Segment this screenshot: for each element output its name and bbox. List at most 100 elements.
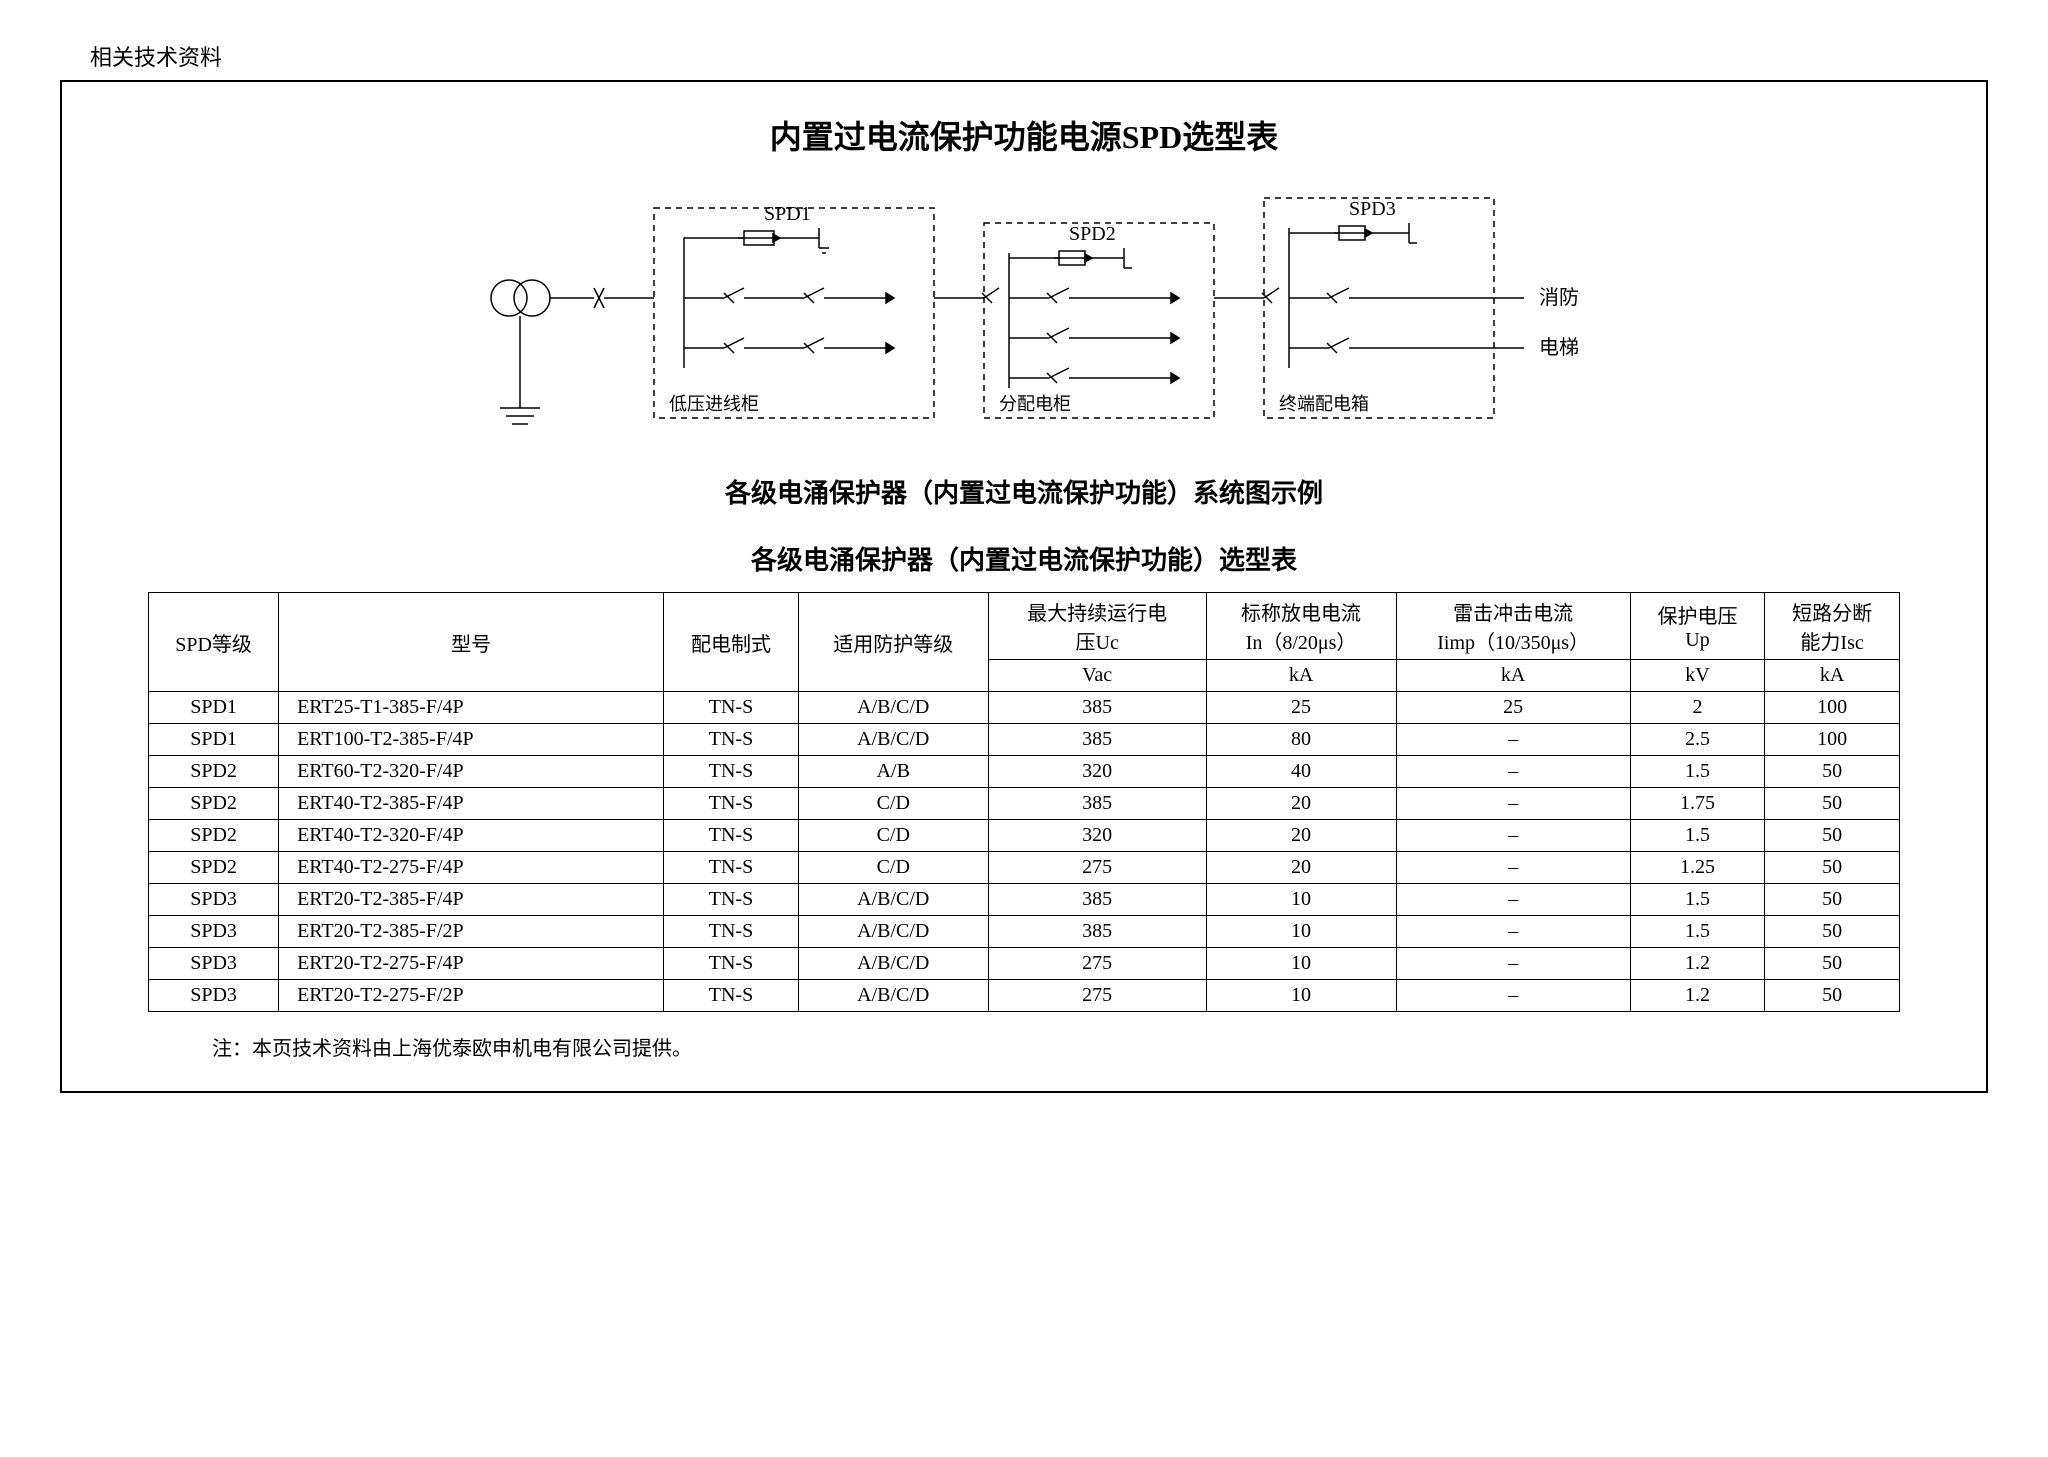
cell-lvl: SPD2 xyxy=(149,852,279,884)
cell-sys: TN-S xyxy=(664,980,799,1012)
header-label: 相关技术资料 xyxy=(90,40,1988,72)
cell-sys: TN-S xyxy=(664,756,799,788)
cell-isc: 50 xyxy=(1765,948,1900,980)
cell-iimp: – xyxy=(1396,820,1630,852)
cell-in: 20 xyxy=(1206,820,1396,852)
cell-sys: TN-S xyxy=(664,724,799,756)
col-in: 标称放电电流In（8/20μs） xyxy=(1206,593,1396,660)
outer-frame: 内置过电流保护功能电源SPD选型表 xyxy=(60,80,1988,1093)
col-up: 保护电压Up xyxy=(1630,593,1765,660)
cell-iimp: – xyxy=(1396,756,1630,788)
cell-sys: TN-S xyxy=(664,948,799,980)
unit-iimp: kA xyxy=(1396,660,1630,692)
spd-selection-table: SPD等级 型号 配电制式 适用防护等级 最大持续运行电压Uc 标称放电电流In… xyxy=(148,592,1900,1012)
cell-model: ERT20-T2-385-F/2P xyxy=(279,916,664,948)
cell-up: 1.5 xyxy=(1630,820,1765,852)
table-row: SPD1ERT100-T2-385-F/4PTN-SA/B/C/D38580–2… xyxy=(149,724,1900,756)
cell-sys: TN-S xyxy=(664,820,799,852)
unit-in: kA xyxy=(1206,660,1396,692)
cell-up: 1.5 xyxy=(1630,884,1765,916)
cell-model: ERT25-T1-385-F/4P xyxy=(279,692,664,724)
cell-prot: A/B xyxy=(798,756,988,788)
cell-up: 1.5 xyxy=(1630,756,1765,788)
cell-iimp: – xyxy=(1396,884,1630,916)
cell-lvl: SPD3 xyxy=(149,916,279,948)
cell-lvl: SPD2 xyxy=(149,788,279,820)
col-protection: 适用防护等级 xyxy=(798,593,988,692)
cell-up: 2 xyxy=(1630,692,1765,724)
cell-iimp: – xyxy=(1396,788,1630,820)
cell-iimp: – xyxy=(1396,724,1630,756)
cell-prot: C/D xyxy=(798,820,988,852)
cell-sys: TN-S xyxy=(664,692,799,724)
cell-isc: 50 xyxy=(1765,756,1900,788)
page-title: 内置过电流保护功能电源SPD选型表 xyxy=(102,112,1946,158)
cell-lvl: SPD3 xyxy=(149,980,279,1012)
table-row: SPD2ERT60-T2-320-F/4PTN-SA/B32040–1.550 xyxy=(149,756,1900,788)
cell-uc: 385 xyxy=(988,692,1206,724)
cell-isc: 50 xyxy=(1765,980,1900,1012)
out-elevator: 电梯 xyxy=(1539,336,1579,359)
cell-uc: 385 xyxy=(988,724,1206,756)
cell-sys: TN-S xyxy=(664,788,799,820)
cell-isc: 50 xyxy=(1765,820,1900,852)
cell-iimp: – xyxy=(1396,980,1630,1012)
box1-label: 低压进线柜 xyxy=(669,394,759,414)
cell-uc: 275 xyxy=(988,948,1206,980)
table-row: SPD2ERT40-T2-275-F/4PTN-SC/D27520–1.2550 xyxy=(149,852,1900,884)
cell-in: 80 xyxy=(1206,724,1396,756)
cell-uc: 385 xyxy=(988,916,1206,948)
cell-prot: A/B/C/D xyxy=(798,980,988,1012)
unit-up: kV xyxy=(1630,660,1765,692)
cell-model: ERT40-T2-275-F/4P xyxy=(279,852,664,884)
table-title: 各级电涌保护器（内置过电流保护功能）选型表 xyxy=(102,540,1946,577)
cell-uc: 275 xyxy=(988,852,1206,884)
cell-iimp: 25 xyxy=(1396,692,1630,724)
cell-model: ERT60-T2-320-F/4P xyxy=(279,756,664,788)
cell-model: ERT20-T2-385-F/4P xyxy=(279,884,664,916)
cell-isc: 50 xyxy=(1765,788,1900,820)
cell-in: 20 xyxy=(1206,788,1396,820)
cell-sys: TN-S xyxy=(664,916,799,948)
col-uc: 最大持续运行电压Uc xyxy=(988,593,1206,660)
col-iimp: 雷击冲击电流Iimp（10/350μs） xyxy=(1396,593,1630,660)
cell-prot: A/B/C/D xyxy=(798,692,988,724)
cell-model: ERT100-T2-385-F/4P xyxy=(279,724,664,756)
cell-in: 20 xyxy=(1206,852,1396,884)
spd2-label: SPD2 xyxy=(1069,223,1116,245)
col-isc: 短路分断能力Isc xyxy=(1765,593,1900,660)
cell-sys: TN-S xyxy=(664,884,799,916)
table-header-row: SPD等级 型号 配电制式 适用防护等级 最大持续运行电压Uc 标称放电电流In… xyxy=(149,593,1900,660)
cell-isc: 100 xyxy=(1765,692,1900,724)
cell-lvl: SPD3 xyxy=(149,948,279,980)
col-spd-level: SPD等级 xyxy=(149,593,279,692)
spd1-label: SPD1 xyxy=(764,203,811,225)
box3-label: 终端配电箱 xyxy=(1279,394,1369,414)
cell-in: 10 xyxy=(1206,980,1396,1012)
cell-lvl: SPD2 xyxy=(149,820,279,852)
cell-up: 1.25 xyxy=(1630,852,1765,884)
cell-sys: TN-S xyxy=(664,852,799,884)
col-system: 配电制式 xyxy=(664,593,799,692)
table-row: SPD1ERT25-T1-385-F/4PTN-SA/B/C/D38525252… xyxy=(149,692,1900,724)
table-row: SPD2ERT40-T2-320-F/4PTN-SC/D32020–1.550 xyxy=(149,820,1900,852)
cell-up: 2.5 xyxy=(1630,724,1765,756)
cell-lvl: SPD1 xyxy=(149,724,279,756)
unit-uc: Vac xyxy=(988,660,1206,692)
cell-model: ERT40-T2-385-F/4P xyxy=(279,788,664,820)
cell-iimp: – xyxy=(1396,852,1630,884)
cell-prot: C/D xyxy=(798,852,988,884)
table-row: SPD3ERT20-T2-275-F/2PTN-SA/B/C/D27510–1.… xyxy=(149,980,1900,1012)
cell-prot: A/B/C/D xyxy=(798,916,988,948)
cell-uc: 320 xyxy=(988,756,1206,788)
out-fire: 消防 xyxy=(1539,286,1579,309)
table-row: SPD3ERT20-T2-385-F/2PTN-SA/B/C/D38510–1.… xyxy=(149,916,1900,948)
cell-uc: 385 xyxy=(988,788,1206,820)
cell-model: ERT20-T2-275-F/4P xyxy=(279,948,664,980)
cell-prot: A/B/C/D xyxy=(798,948,988,980)
cell-in: 10 xyxy=(1206,948,1396,980)
cell-lvl: SPD1 xyxy=(149,692,279,724)
cell-uc: 385 xyxy=(988,884,1206,916)
cell-lvl: SPD2 xyxy=(149,756,279,788)
schematic-diagram: SPD1 低压进线柜 xyxy=(102,178,1946,458)
